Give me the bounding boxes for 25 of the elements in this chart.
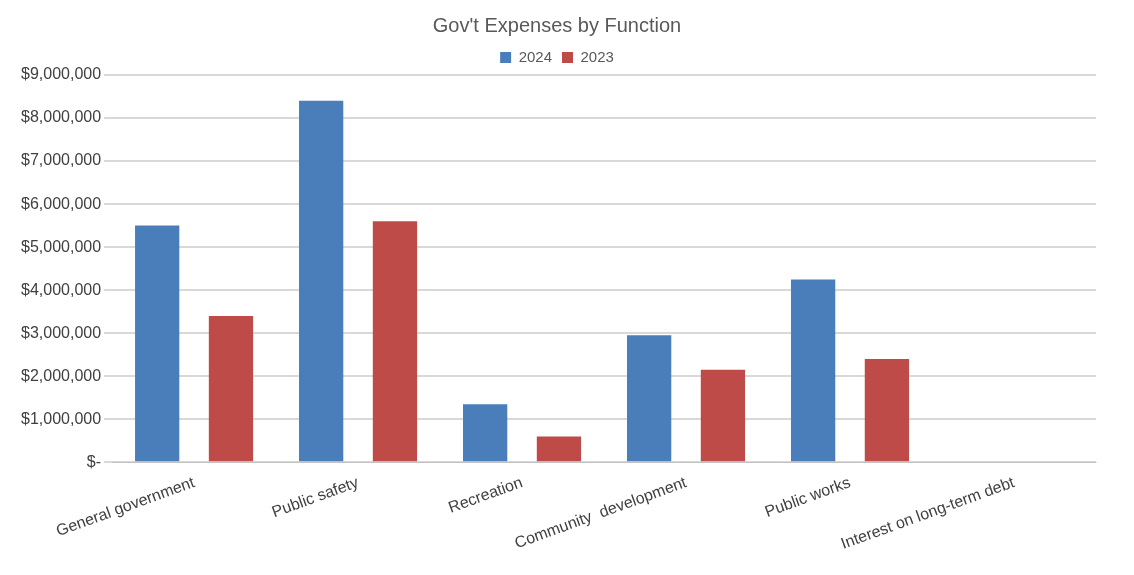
bar <box>627 335 672 462</box>
y-tick-label: $7,000,000 <box>21 151 102 169</box>
bar <box>864 359 910 462</box>
y-tick-label: $6,000,000 <box>21 194 102 212</box>
bar <box>135 225 180 462</box>
bar <box>790 279 836 462</box>
x-tick-label: Public works <box>762 473 853 520</box>
legend-label: 2024 <box>518 47 553 65</box>
chart-title: Gov't Expenses by Function <box>432 13 682 36</box>
y-tick-label: $3,000,000 <box>21 323 102 341</box>
bar <box>536 436 582 462</box>
x-tick-label: Public safety <box>269 473 361 521</box>
y-tick-label: $2,000,000 <box>21 366 102 384</box>
y-tick-label: $1,000,000 <box>21 409 102 427</box>
y-tick-label: $4,000,000 <box>21 280 102 298</box>
bar <box>700 369 746 462</box>
bar <box>372 221 418 462</box>
bar <box>299 100 344 462</box>
y-tick-label: $8,000,000 <box>21 108 102 126</box>
bar <box>463 404 508 462</box>
bar <box>208 315 254 462</box>
y-tick-label: $9,000,000 <box>21 65 102 83</box>
y-tick-label: $- <box>86 452 102 470</box>
y-tick-label: $5,000,000 <box>21 237 102 255</box>
legend-label: 2023 <box>580 47 614 65</box>
